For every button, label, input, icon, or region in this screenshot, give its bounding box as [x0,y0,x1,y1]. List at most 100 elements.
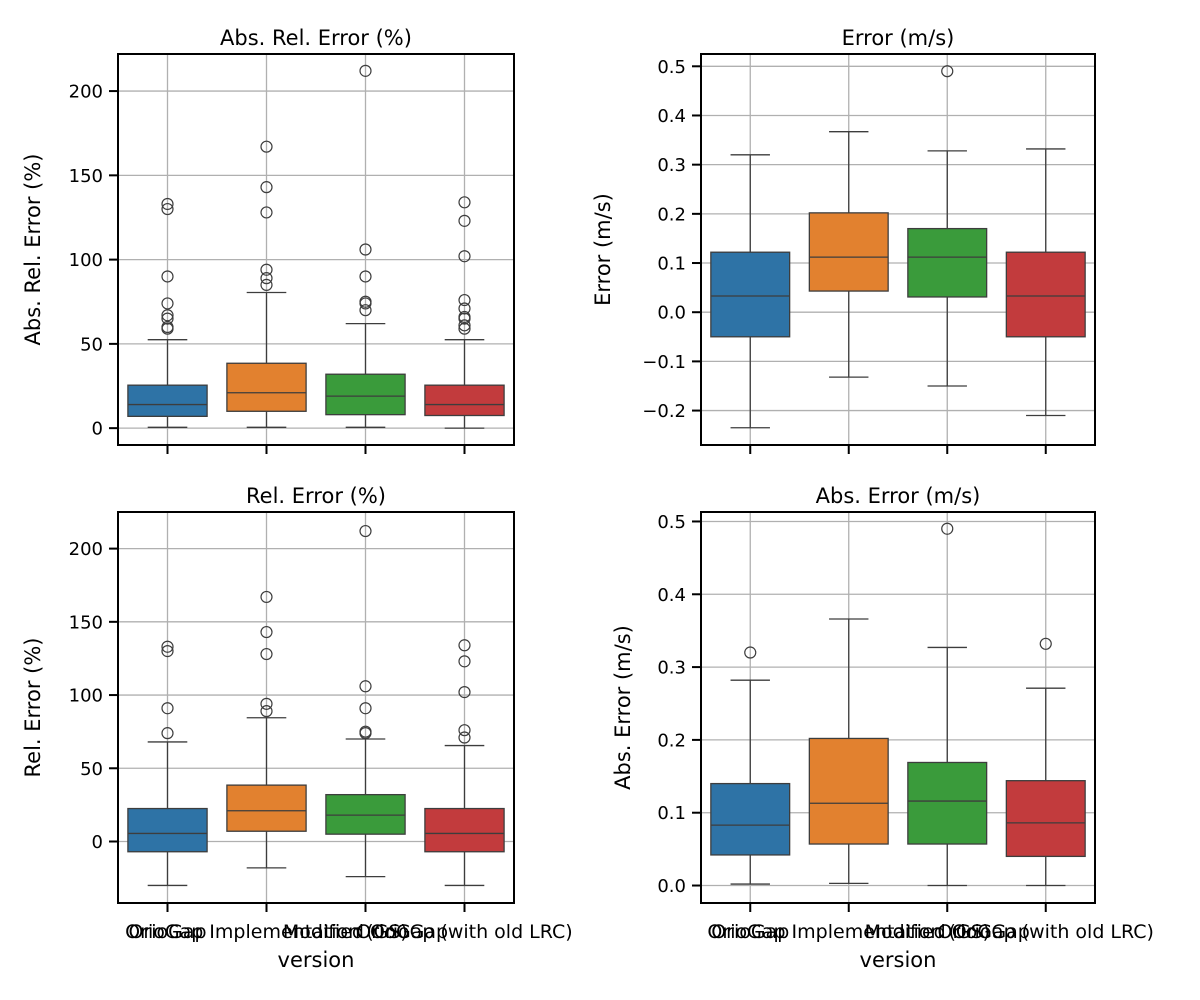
outlier-point [161,297,174,310]
plot-frame [117,511,515,904]
outlier-point [161,202,174,216]
outlier-point [260,647,273,661]
outlier-point [458,214,471,227]
outlier-point [458,310,471,324]
outlier-point [260,697,273,710]
y-tick-label: 50 [80,759,103,780]
outlier-point [359,295,372,308]
y-tick-label: 0.1 [657,803,686,824]
outlier-point [161,309,174,322]
outlier-point [260,705,273,718]
box-4 [424,196,505,429]
box-iqr [710,782,791,856]
outlier-point [941,522,954,535]
box-iqr [1005,780,1086,858]
y-tick-label: 0.4 [657,585,686,606]
box-2 [226,140,307,428]
y-tick-label: 100 [69,686,103,707]
plot-frame [117,53,515,446]
outlier-point [359,304,372,317]
box-1 [710,154,791,429]
outlier-point [161,197,174,211]
x-axis-label: version [278,948,355,972]
outlier-point [161,702,174,715]
box-iqr [325,793,406,835]
outlier-point [744,646,757,659]
box-iqr [808,737,889,845]
outlier-point [161,320,174,334]
outlier-point [458,686,471,699]
outlier-point [260,590,273,604]
panel-title: Rel. Error (%) [246,484,386,508]
box-iqr [424,807,505,853]
y-tick-label: 0.2 [657,730,686,751]
outlier-point [260,278,273,291]
x-axis-label: version [860,948,937,972]
x-tick-label: OrioGap [711,921,789,943]
box-iqr [226,362,307,412]
box-iqr [226,784,307,832]
outlier-point [260,263,273,276]
y-axis-label: Abs. Error (m/s) [611,625,635,790]
outlier-point [359,64,372,77]
outlier-point [161,640,174,653]
outlier-point [458,293,471,307]
outlier-point [260,140,273,153]
box-iqr [325,373,406,416]
x-tick-label: Modified OrioGap [283,921,448,943]
outlier-point [161,645,174,658]
outlier-point [458,319,471,332]
outlier-point [941,65,954,78]
y-tick-label: 0.3 [657,658,686,679]
outlier-point [1039,637,1052,650]
box-3 [907,522,988,887]
box-iqr [710,251,791,338]
box-iqr [1005,251,1086,338]
y-tick-label: 0.4 [657,106,686,127]
x-tick-label: OrioGap (with old LRC) [356,921,572,943]
outlier-point [161,312,174,325]
outlier-point [458,655,471,668]
y-tick-label: 0.5 [657,57,686,78]
box-4 [1005,637,1086,887]
box-iqr [907,227,988,298]
y-tick-label: 0.3 [657,155,686,176]
box-2 [808,131,889,378]
outlier-point [458,196,471,209]
box-2 [226,590,307,869]
box-iqr [424,384,505,417]
x-tick-label: OrioGap (with old LRC) [938,921,1154,943]
y-tick-label: 0.5 [657,512,686,533]
outlier-point [458,724,471,737]
outlier-point [458,302,471,315]
outlier-point [458,322,471,335]
x-tick-label: OrioGap [128,921,206,943]
box-iqr [127,384,208,417]
box-4 [1005,148,1086,417]
y-tick-label: 150 [69,612,103,633]
box-iqr [808,212,889,292]
panel-1: 0 50 100 150 200 Abs. Rel. Error (%) Abs. Rel.… [21,26,515,454]
x-tick-label: Modified OrioGap [865,921,1030,943]
y-tick-label: 0.0 [657,876,686,897]
y-tick-label: 0.2 [657,204,686,225]
box-iqr [907,761,988,845]
y-tick-label: 200 [69,82,103,103]
outlier-point [359,524,372,538]
outlier-point [359,725,372,738]
y-tick-label: 100 [69,250,103,271]
y-tick-label: 0 [92,419,103,440]
panel-title: Abs. Error (m/s) [816,484,981,508]
panel-title: Abs. Rel. Error (%) [220,26,412,50]
outlier-point [359,680,372,693]
box-2 [808,618,889,884]
plot-frame [700,53,1096,446]
outlier-point [260,272,273,285]
outlier-point [161,270,174,283]
box-4 [424,639,505,887]
outlier-point [359,243,372,256]
box-3 [325,64,406,428]
y-tick-label: 0.0 [657,303,686,324]
plot-frame [700,511,1096,904]
